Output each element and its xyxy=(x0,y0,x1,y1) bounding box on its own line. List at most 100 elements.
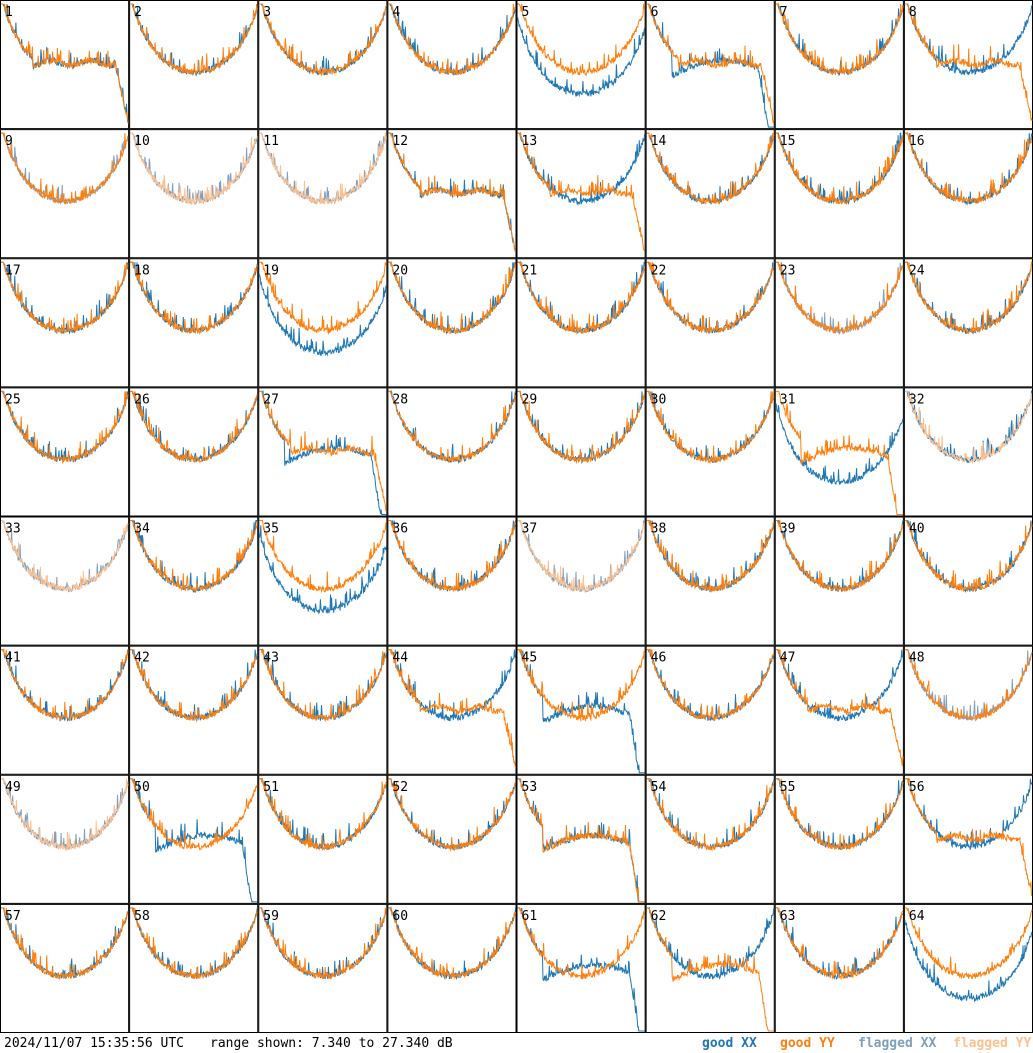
panel-label: 26 xyxy=(134,392,150,407)
panel-label: 28 xyxy=(392,392,408,407)
panel-44: 44 xyxy=(387,645,517,775)
panel-9: 9 xyxy=(0,129,130,259)
series-yy-line xyxy=(130,519,258,593)
series-yy-line xyxy=(1,3,129,124)
panel-43: 43 xyxy=(258,645,388,775)
series-yy-line xyxy=(904,3,1033,121)
panel-label: 39 xyxy=(780,522,796,537)
series-yy-line xyxy=(130,261,258,335)
panel-label: 7 xyxy=(780,5,788,20)
panel-label: 55 xyxy=(780,780,796,795)
panel-label: 33 xyxy=(5,522,21,537)
series-yy-line xyxy=(517,519,646,593)
panel-35: 35 xyxy=(258,516,388,646)
series-xx-line xyxy=(904,919,1033,1003)
series-yy-line xyxy=(517,261,646,335)
series-yy-line xyxy=(1,390,129,464)
series-yy-line xyxy=(904,907,1033,980)
series-yy-line xyxy=(646,647,775,721)
panel-border xyxy=(0,516,130,646)
panel-border xyxy=(0,903,130,1033)
series-yy-line xyxy=(259,261,387,336)
panel-label: 31 xyxy=(780,392,796,407)
panel-border xyxy=(129,774,259,904)
panel-border xyxy=(387,387,517,517)
panel-label: 51 xyxy=(263,780,279,795)
panel-border xyxy=(774,645,904,775)
series-yy-line xyxy=(259,390,387,513)
panel-1: 1 xyxy=(0,0,130,130)
series-yy-line xyxy=(388,520,516,592)
panel-4: 4 xyxy=(387,0,517,130)
panel-label: 56 xyxy=(909,780,925,795)
panel-label: 11 xyxy=(263,134,279,149)
series-yy-line xyxy=(259,907,387,980)
panel-label: 18 xyxy=(134,263,150,278)
timestamp: 2024/11/07 15:35:56 UTC xyxy=(4,1036,185,1051)
panel-30: 30 xyxy=(645,387,775,517)
panel-border xyxy=(258,903,388,1033)
panel-8: 8 xyxy=(903,0,1033,130)
panel-border xyxy=(516,903,646,1033)
panel-label: 17 xyxy=(5,263,21,278)
panel-label: 60 xyxy=(392,909,408,924)
panel-border xyxy=(0,0,130,130)
series-xx-line xyxy=(259,3,387,76)
panel-31: 31 xyxy=(774,387,904,517)
series-yy-line xyxy=(259,649,387,723)
panel-border xyxy=(774,903,904,1033)
series-yy-line xyxy=(259,132,387,206)
panel-49: 49 xyxy=(0,774,130,904)
series-xx-line xyxy=(130,3,258,77)
panel-16: 16 xyxy=(903,129,1033,259)
panel-border xyxy=(0,774,130,904)
panel-label: 5 xyxy=(522,5,530,20)
series-yy-line xyxy=(130,3,258,77)
panel-label: 20 xyxy=(392,263,408,278)
panel-14: 14 xyxy=(645,129,775,259)
panel-label: 1 xyxy=(5,5,13,20)
panel-border xyxy=(645,774,775,904)
panel-border xyxy=(258,129,388,259)
panel-24: 24 xyxy=(903,258,1033,388)
series-xx-line xyxy=(258,525,387,615)
panel-42: 42 xyxy=(129,645,259,775)
panel-border xyxy=(516,258,646,388)
panel-label: 3 xyxy=(263,5,271,20)
panel-border xyxy=(258,258,388,388)
series-yy-line xyxy=(1,907,129,980)
series-yy-line xyxy=(388,261,516,335)
panel-label: 6 xyxy=(651,5,659,20)
series-yy-line xyxy=(904,777,1033,897)
panel-label: 44 xyxy=(392,651,408,666)
series-yy-line xyxy=(1,649,129,722)
panel-51: 51 xyxy=(258,774,388,904)
series-yy-line xyxy=(259,3,387,77)
panel-border xyxy=(258,645,388,775)
series-yy-line xyxy=(646,390,775,464)
panel-border xyxy=(387,645,517,775)
panel-label: 32 xyxy=(909,392,925,407)
panel-label: 50 xyxy=(134,780,150,795)
panel-border xyxy=(516,774,646,904)
panel-12: 12 xyxy=(387,129,517,259)
panel-61: 61 xyxy=(516,903,646,1033)
panel-22: 22 xyxy=(645,258,775,388)
panel-label: 9 xyxy=(5,134,13,149)
series-yy-line xyxy=(904,260,1033,335)
panel-23: 23 xyxy=(774,258,904,388)
series-xx-line xyxy=(646,390,775,463)
series-yy-line xyxy=(259,520,387,594)
panel-18: 18 xyxy=(129,258,259,388)
panel-label: 63 xyxy=(780,909,796,924)
series-yy-line xyxy=(388,907,516,980)
series-yy-line xyxy=(388,3,516,76)
panel-label: 35 xyxy=(263,522,279,537)
series-xx-line xyxy=(130,778,258,903)
panel-53: 53 xyxy=(516,774,646,904)
panel-47: 47 xyxy=(774,645,904,775)
series-yy-line xyxy=(775,649,904,767)
panel-border xyxy=(774,0,904,130)
panel-60: 60 xyxy=(387,903,517,1033)
series-xx-line xyxy=(904,778,1033,850)
